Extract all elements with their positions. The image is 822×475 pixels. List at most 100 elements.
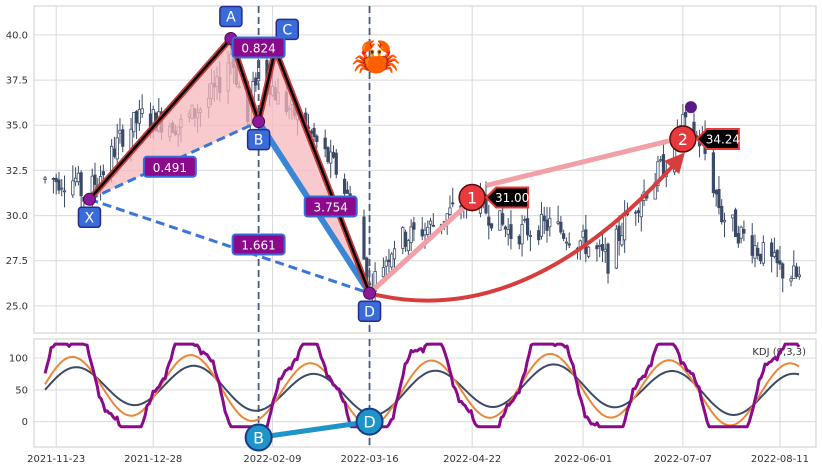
pattern-edge-cd [274, 48, 371, 294]
pattern-point-label-box [275, 18, 300, 41]
candle-body [750, 235, 754, 256]
target-value-box [695, 127, 740, 150]
candle-body [431, 224, 435, 227]
candle-body [137, 108, 141, 124]
candle-body [595, 245, 599, 250]
target-number: 2 [678, 130, 688, 149]
candle-body [326, 147, 330, 163]
candle-body [503, 226, 508, 230]
candle-body [761, 242, 765, 264]
candle-body [770, 242, 774, 257]
candle-body [722, 220, 727, 223]
candle-body [498, 210, 502, 231]
kdj-pivot-circle [355, 407, 384, 436]
candle-body [342, 178, 347, 194]
target-number: 1 [467, 189, 477, 208]
candle-body [140, 108, 144, 114]
candle-body [739, 226, 743, 239]
candle-body [403, 231, 408, 247]
target-line-1 [367, 203, 468, 296]
candle-body [720, 205, 724, 223]
candle-body [797, 274, 801, 278]
candle-body [517, 235, 521, 245]
candle-body [639, 200, 643, 218]
pattern-point-label-box [357, 300, 382, 323]
pattern-triangle-xab [89, 38, 259, 200]
pivot-dot [82, 192, 96, 206]
candle-body [539, 213, 544, 237]
candle-body [392, 248, 397, 260]
candle-body [584, 229, 588, 255]
candle-body [567, 243, 571, 246]
candle-body [792, 265, 796, 279]
candle-body [684, 112, 688, 118]
target-value: 31.00 [495, 191, 529, 205]
candle-body [51, 178, 56, 180]
candle-body [254, 77, 258, 86]
ratio-label-box [142, 155, 197, 178]
candle-body [736, 233, 740, 244]
candle-body [406, 240, 410, 252]
candle-body [620, 235, 624, 246]
candle-body [73, 177, 78, 183]
y-tick-label: 40.0 [6, 30, 28, 41]
candle-body [559, 221, 563, 233]
kdj-pivot-label: D [363, 413, 375, 432]
candle-body [501, 213, 505, 225]
pattern-point-label: C [282, 22, 292, 38]
candle-body [345, 189, 349, 194]
candle-body [528, 235, 532, 237]
candle-body [62, 190, 67, 193]
candle-body [412, 222, 416, 230]
candle-body [526, 218, 530, 236]
x-tick-label: 2022-04-22 [443, 454, 501, 465]
x-tick-label: 2022-06-01 [554, 454, 612, 465]
y-tick-label: 100 [9, 354, 28, 365]
pattern-point-label-box [246, 128, 271, 151]
candle-body [794, 266, 799, 277]
candle-body [420, 229, 424, 237]
candle-body [509, 224, 513, 240]
target-value-box [484, 186, 530, 209]
x-tick-label: 2022-08-11 [751, 454, 809, 465]
candle-body [384, 260, 388, 267]
y-tick-label: 32.5 [6, 166, 28, 177]
candle-body [564, 241, 569, 244]
peak-marker [684, 101, 697, 114]
candle-body [401, 227, 405, 249]
pattern-edge-bc [257, 49, 277, 122]
candle-body [520, 224, 524, 245]
kdj-line-d [44, 363, 800, 416]
candle-body [93, 174, 97, 185]
candle-body [387, 259, 391, 263]
crab-icon: 🦀 [351, 34, 401, 80]
target-value: 34.24 [706, 132, 740, 146]
pattern-point-label: X [85, 210, 95, 226]
candle-body [548, 217, 552, 228]
candle-body [656, 161, 660, 187]
kdj-pivot-circle [244, 423, 273, 452]
candle-body [614, 228, 618, 269]
candle-body [489, 223, 494, 229]
target-line-2 [485, 138, 670, 188]
y-tick-label: 30.0 [6, 211, 28, 222]
candle-body [542, 215, 546, 222]
candle-body [742, 229, 746, 234]
candle-body [753, 245, 757, 259]
ratio-label: 1.661 [241, 238, 275, 252]
candle-body [129, 128, 133, 150]
candle-body [115, 137, 119, 160]
candle-body [54, 177, 58, 183]
candle-body [634, 211, 638, 214]
projection-curve [369, 152, 685, 303]
candle-body [775, 249, 779, 264]
ratio-label-box [231, 233, 286, 256]
candle-body [257, 59, 261, 82]
candle-body [545, 219, 549, 231]
candle-body [772, 252, 777, 257]
candle-body [587, 246, 591, 257]
pattern-edge-xa [88, 37, 232, 201]
y-tick-label: 25.0 [6, 301, 28, 312]
kdj-line-k [44, 352, 800, 427]
